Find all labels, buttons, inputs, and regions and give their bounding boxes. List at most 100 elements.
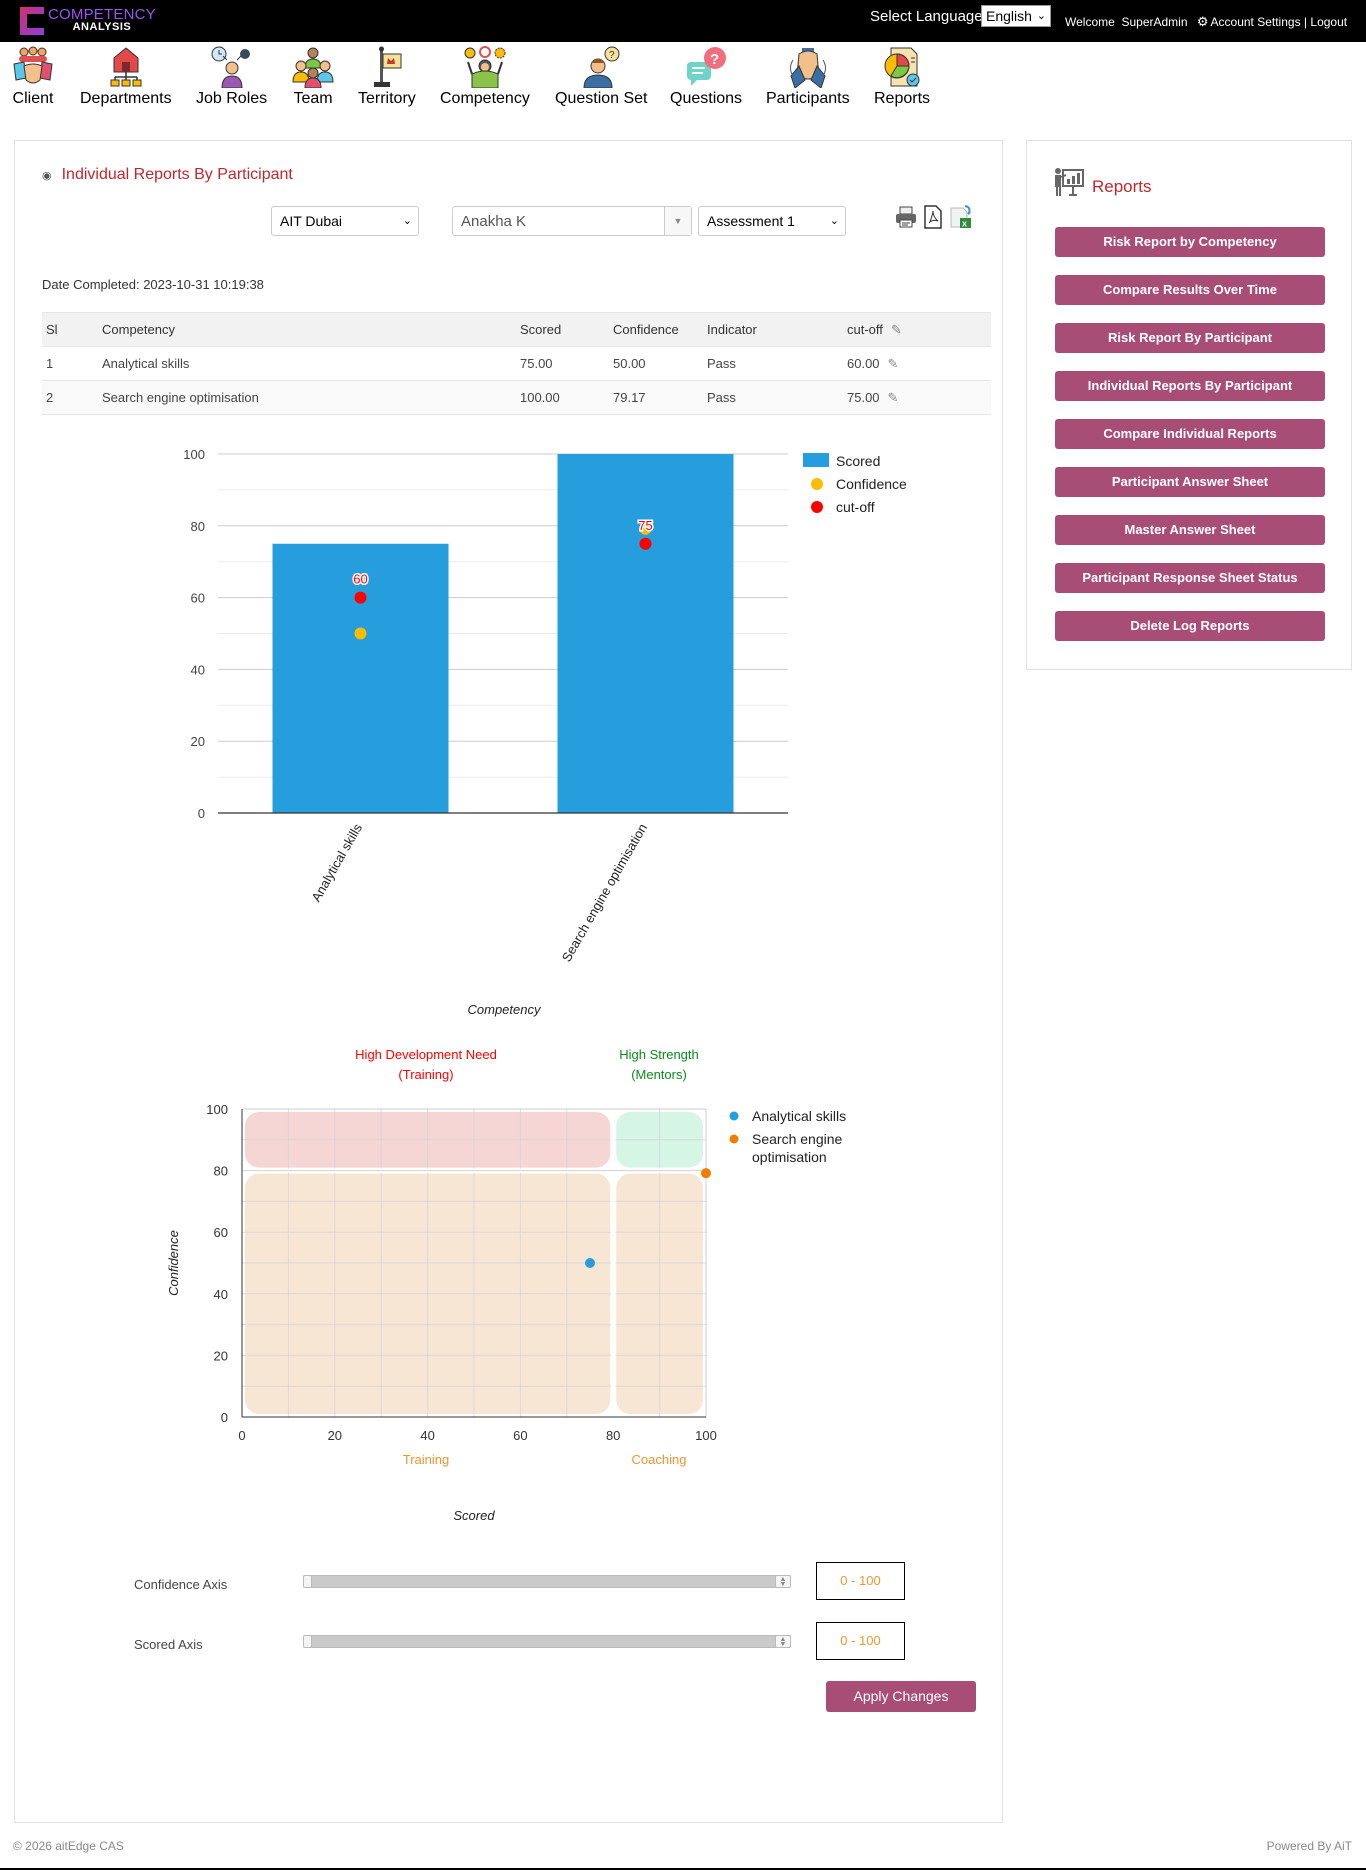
- svg-text:?: ?: [710, 51, 719, 68]
- scored-range-display: 0 - 100: [816, 1622, 905, 1660]
- pdf-icon[interactable]: [923, 205, 943, 229]
- pencil-icon[interactable]: ✎: [887, 355, 899, 371]
- nav-item-territory[interactable]: Territory: [358, 46, 416, 108]
- data-point[interactable]: [639, 537, 652, 550]
- legend-label[interactable]: optimisation: [752, 1149, 827, 1165]
- data-point[interactable]: [639, 522, 652, 535]
- pencil-icon[interactable]: ✎: [890, 321, 902, 337]
- risk-report-by-participant-button[interactable]: Risk Report By Participant: [1055, 323, 1325, 353]
- date-completed-label: Date Completed:: [42, 277, 140, 292]
- nav-item-team[interactable]: Team: [292, 46, 334, 108]
- nav-label: Participants: [766, 90, 850, 107]
- cell-cutoff: 60.00 ✎: [843, 346, 991, 381]
- nav-label: Departments: [80, 90, 172, 107]
- legend-label[interactable]: Scored: [836, 453, 880, 469]
- reports-sidebar: Reports Risk Report by Competency Compar…: [1026, 140, 1352, 670]
- y-tick-label: 80: [191, 519, 205, 534]
- cell-sl: 1: [42, 346, 98, 381]
- bar[interactable]: [557, 454, 734, 813]
- report-panel: ◉ Individual Reports By Participant AIT …: [14, 140, 1003, 1823]
- nav-label: Question Set: [555, 90, 648, 107]
- nav-item-question-set[interactable]: ? Question Set: [555, 46, 648, 108]
- bar[interactable]: [272, 543, 449, 813]
- team-icon: [292, 46, 334, 88]
- col-header-competency: Competency: [98, 312, 516, 347]
- participant-answer-sheet-button[interactable]: Participant Answer Sheet: [1055, 467, 1325, 497]
- data-label: 75: [638, 518, 652, 533]
- y-tick-label: 40: [191, 662, 205, 677]
- bar-chart: 0 20 40 60 80 100 60 Analytical skills 75 Search …: [183, 447, 907, 1017]
- pencil-icon[interactable]: ✎: [887, 389, 899, 405]
- participant-combobox[interactable]: Anakha K ▼: [452, 206, 692, 236]
- assessment-select-value: Assessment 1: [707, 213, 795, 229]
- table-header-row: Sl Competency Scored Confidence Indicato…: [42, 312, 991, 347]
- quadrant-label: (Mentors): [631, 1067, 687, 1082]
- account-settings-link[interactable]: Account Settings: [1210, 15, 1301, 29]
- dropdown-arrow-icon[interactable]: ▼: [664, 207, 691, 235]
- risk-report-by-competency-button[interactable]: Risk Report by Competency: [1055, 227, 1325, 257]
- cell-scored: 100.00: [516, 380, 609, 415]
- legend-label[interactable]: Search engine: [752, 1131, 843, 1147]
- client-select[interactable]: AIT Dubai ⌄: [271, 206, 419, 236]
- nav-item-client[interactable]: Client: [12, 46, 54, 108]
- y-tick-label: 40: [214, 1287, 228, 1302]
- col-header-scored: Scored: [516, 312, 609, 347]
- excel-export-icon[interactable]: x: [949, 205, 973, 229]
- cutoff-value: 60.00: [847, 355, 880, 371]
- compare-individual-reports-button[interactable]: Compare Individual Reports: [1055, 419, 1325, 449]
- confidence-axis-slider[interactable]: ▲ ▼: [303, 1575, 791, 1588]
- cell-competency: Search engine optimisation: [98, 380, 516, 415]
- language-select[interactable]: English ⌄: [981, 5, 1051, 27]
- separator: |: [1303, 15, 1308, 29]
- cell-confidence: 50.00: [609, 346, 703, 381]
- master-answer-sheet-button[interactable]: Master Answer Sheet: [1055, 515, 1325, 545]
- slider-handle-min[interactable]: [303, 1575, 312, 1588]
- apply-changes-button[interactable]: Apply Changes: [826, 1681, 976, 1712]
- delete-log-reports-button[interactable]: Delete Log Reports: [1055, 611, 1325, 641]
- confidence-axis-label: Confidence Axis: [134, 1577, 228, 1592]
- scored-axis-slider[interactable]: ▲ ▼: [303, 1635, 791, 1648]
- nav-item-job-roles[interactable]: Job Roles: [196, 46, 267, 108]
- participant-response-sheet-status-button[interactable]: Participant Response Sheet Status: [1055, 563, 1325, 593]
- slider-handle-max[interactable]: ▲ ▼: [775, 1575, 791, 1588]
- nav-item-competency[interactable]: Competency: [440, 46, 530, 108]
- quadrant-label: Training: [403, 1452, 449, 1467]
- col-header-confidence: Confidence: [609, 312, 703, 347]
- nav-label: Territory: [358, 90, 416, 107]
- nav-item-reports[interactable]: Reports: [874, 46, 930, 108]
- handshake-icon: [12, 46, 54, 88]
- slider-handle-min[interactable]: [303, 1635, 312, 1648]
- copyright: © 2026 aitEdge CAS: [13, 1839, 124, 1853]
- assessment-select[interactable]: Assessment 1 ⌄: [698, 206, 846, 236]
- table-row: 1 Analytical skills 75.00 50.00 Pass 60.…: [42, 346, 991, 381]
- quadrant-scatter-chart: 0 20 40 60 80 100 0 20 40 60 80 100 High Development…: [166, 1047, 846, 1523]
- logout-link[interactable]: Logout: [1310, 15, 1348, 29]
- participants-icon: [766, 46, 850, 88]
- main-nav: Client Departments Job Roles Team Territ…: [0, 42, 1366, 112]
- app-logo[interactable]: COMPETENCY ANALYSIS: [16, 5, 156, 37]
- slider-handle-max[interactable]: ▲ ▼: [775, 1635, 791, 1648]
- org-chart-icon: [80, 46, 172, 88]
- eye-icon: ◉: [42, 169, 52, 182]
- scatter-point[interactable]: [585, 1258, 595, 1268]
- legend-label[interactable]: cut-off: [836, 499, 875, 515]
- scatter-point[interactable]: [701, 1168, 711, 1179]
- nav-item-departments[interactable]: Departments: [80, 46, 172, 108]
- quadrant-label: (Training): [398, 1067, 453, 1082]
- x-tick-label: Search engine optimisation: [559, 821, 650, 964]
- legend-swatch: [811, 478, 823, 490]
- legend-label[interactable]: Analytical skills: [752, 1108, 846, 1124]
- legend-label[interactable]: Confidence: [836, 476, 907, 492]
- print-icon[interactable]: [895, 205, 917, 229]
- compare-results-over-time-button[interactable]: Compare Results Over Time: [1055, 275, 1325, 305]
- nav-item-participants[interactable]: Participants: [766, 46, 850, 108]
- nav-item-questions[interactable]: ? Questions: [670, 46, 742, 108]
- data-point[interactable]: [354, 591, 367, 604]
- cell-indicator: Pass: [703, 346, 843, 381]
- svg-text:x: x: [962, 219, 967, 229]
- data-point[interactable]: [354, 627, 367, 640]
- logo-line-2: ANALYSIS: [72, 21, 132, 33]
- x-tick-label: 80: [606, 1428, 620, 1443]
- legend-swatch: [811, 501, 823, 513]
- individual-reports-by-participant-button[interactable]: Individual Reports By Participant: [1055, 371, 1325, 401]
